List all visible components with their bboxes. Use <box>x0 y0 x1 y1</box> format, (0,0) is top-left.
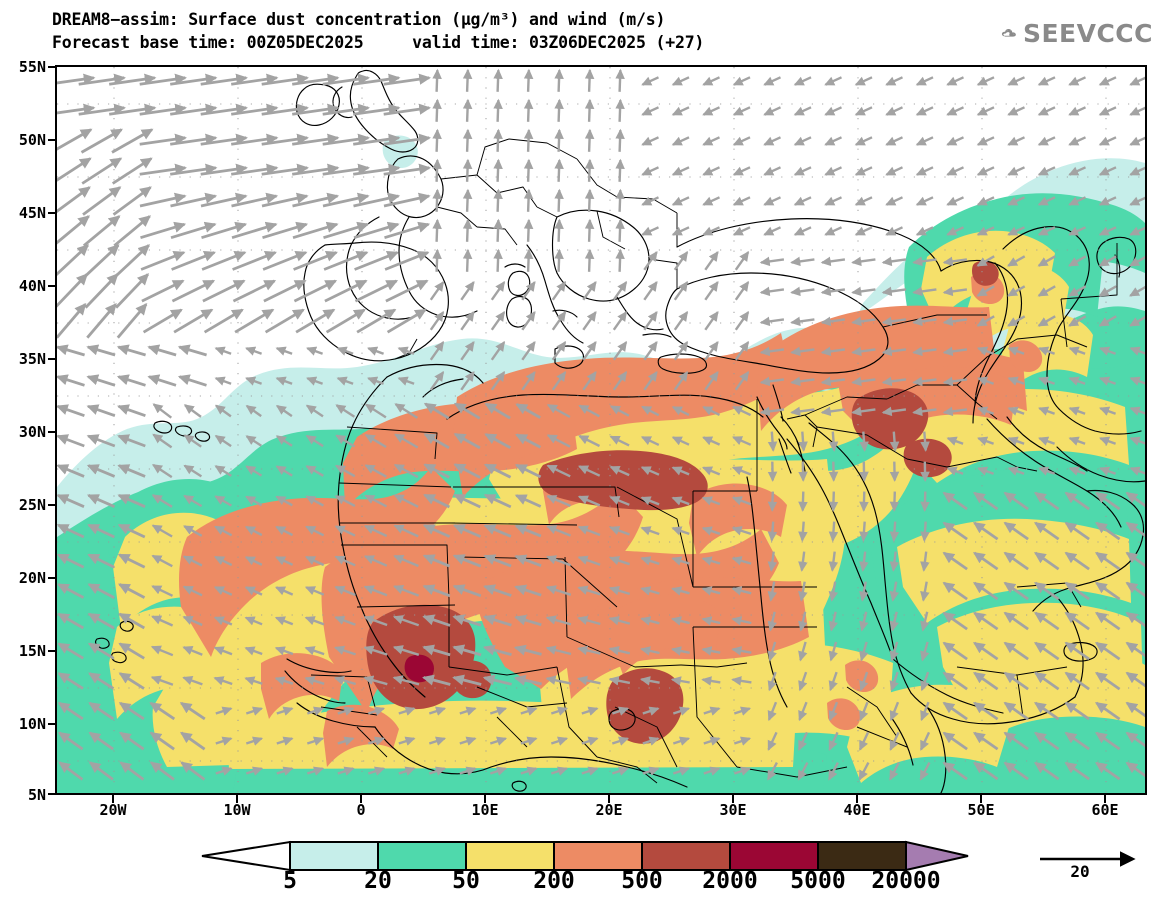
cloud-icon <box>1001 29 1016 37</box>
wind-scale-arrow <box>1040 851 1136 867</box>
cb-swatch-brick-red[interactable] <box>641 841 731 871</box>
cb-swatch-over-purple[interactable] <box>905 840 969 872</box>
cb-label-50: 50 <box>452 868 480 894</box>
y-tick-20N: 20N <box>18 569 46 587</box>
y-tickmark <box>48 139 55 141</box>
cb-label-2000: 2000 <box>702 868 758 894</box>
y-tickmark <box>48 285 55 287</box>
x-tick-40E: 40E <box>843 801 871 819</box>
y-tickmark <box>48 358 55 360</box>
cb-label-20000: 20000 <box>871 868 941 894</box>
y-tick-50N: 50N <box>18 131 46 149</box>
y-tickmark <box>48 650 55 652</box>
x-tickmark <box>732 795 734 803</box>
colorbar-swatches[interactable] <box>200 840 970 872</box>
y-tickmark <box>48 504 55 506</box>
title-line-2: Forecast base time: 00Z05DEC2025 valid t… <box>52 33 705 52</box>
cb-label-5: 5 <box>283 868 297 894</box>
colorbar[interactable]: 5 20 50 200 500 2000 5000 20000 <box>0 838 1165 907</box>
y-tickmark <box>48 723 55 725</box>
wind-vector-field <box>57 68 1145 781</box>
y-tick-40N: 40N <box>18 277 46 295</box>
y-tick-35N: 35N <box>18 350 46 368</box>
x-tick-50E: 50E <box>967 801 995 819</box>
cb-swatch-dark-brown[interactable] <box>817 841 907 871</box>
x-tickmark <box>112 795 114 803</box>
y-tick-10N: 10N <box>18 715 46 733</box>
chart-header: DREAM8−assim: Surface dust concentration… <box>0 0 1165 62</box>
y-tickmark <box>48 793 55 795</box>
cb-label-500: 500 <box>621 868 663 894</box>
cb-swatch-dark-magenta[interactable] <box>729 841 819 871</box>
x-tickmark <box>1104 795 1106 803</box>
x-tick-30E: 30E <box>719 801 747 819</box>
wind-scale-label: 20 <box>1070 862 1090 881</box>
logo-text: SEEVCCC <box>1022 18 1153 48</box>
x-tick-20W: 20W <box>99 801 127 819</box>
x-tick-60E: 60E <box>1091 801 1119 819</box>
cb-swatch-teal-green[interactable] <box>377 841 467 871</box>
cb-swatch-under-white[interactable] <box>201 840 291 872</box>
y-tickmark <box>48 577 55 579</box>
y-tick-55N: 55N <box>18 58 46 76</box>
y-tick-45N: 45N <box>18 204 46 222</box>
cb-swatch-pale-cyan[interactable] <box>289 841 379 871</box>
x-tick-20E: 20E <box>595 801 623 819</box>
cb-swatch-yellow[interactable] <box>465 841 555 871</box>
x-tick-10E: 10E <box>471 801 499 819</box>
cb-swatch-salmon[interactable] <box>553 841 643 871</box>
y-tickmark <box>48 212 55 214</box>
x-tick-10W: 10W <box>223 801 251 819</box>
x-tickmark <box>360 795 362 803</box>
y-tickmark <box>48 66 55 68</box>
x-tick-0: 0 <box>356 801 366 819</box>
cb-label-20: 20 <box>364 868 392 894</box>
y-tick-25N: 25N <box>18 496 46 514</box>
x-tickmark <box>484 795 486 803</box>
cb-label-200: 200 <box>533 868 575 894</box>
map-canvas <box>57 67 1145 793</box>
y-tick-30N: 30N <box>18 423 46 441</box>
y-tick-5N: 5N <box>27 786 46 804</box>
x-tickmark <box>856 795 858 803</box>
x-tickmark <box>236 795 238 803</box>
title-line-1: DREAM8−assim: Surface dust concentration… <box>52 10 666 29</box>
cb-label-5000: 5000 <box>790 868 846 894</box>
y-tickmark <box>48 431 55 433</box>
x-tickmark <box>980 795 982 803</box>
dust-concentration-map[interactable] <box>55 65 1147 795</box>
y-tick-15N: 15N <box>18 642 46 660</box>
x-tickmark <box>608 795 610 803</box>
seevccc-logo: SEEVCCC <box>1001 12 1153 54</box>
